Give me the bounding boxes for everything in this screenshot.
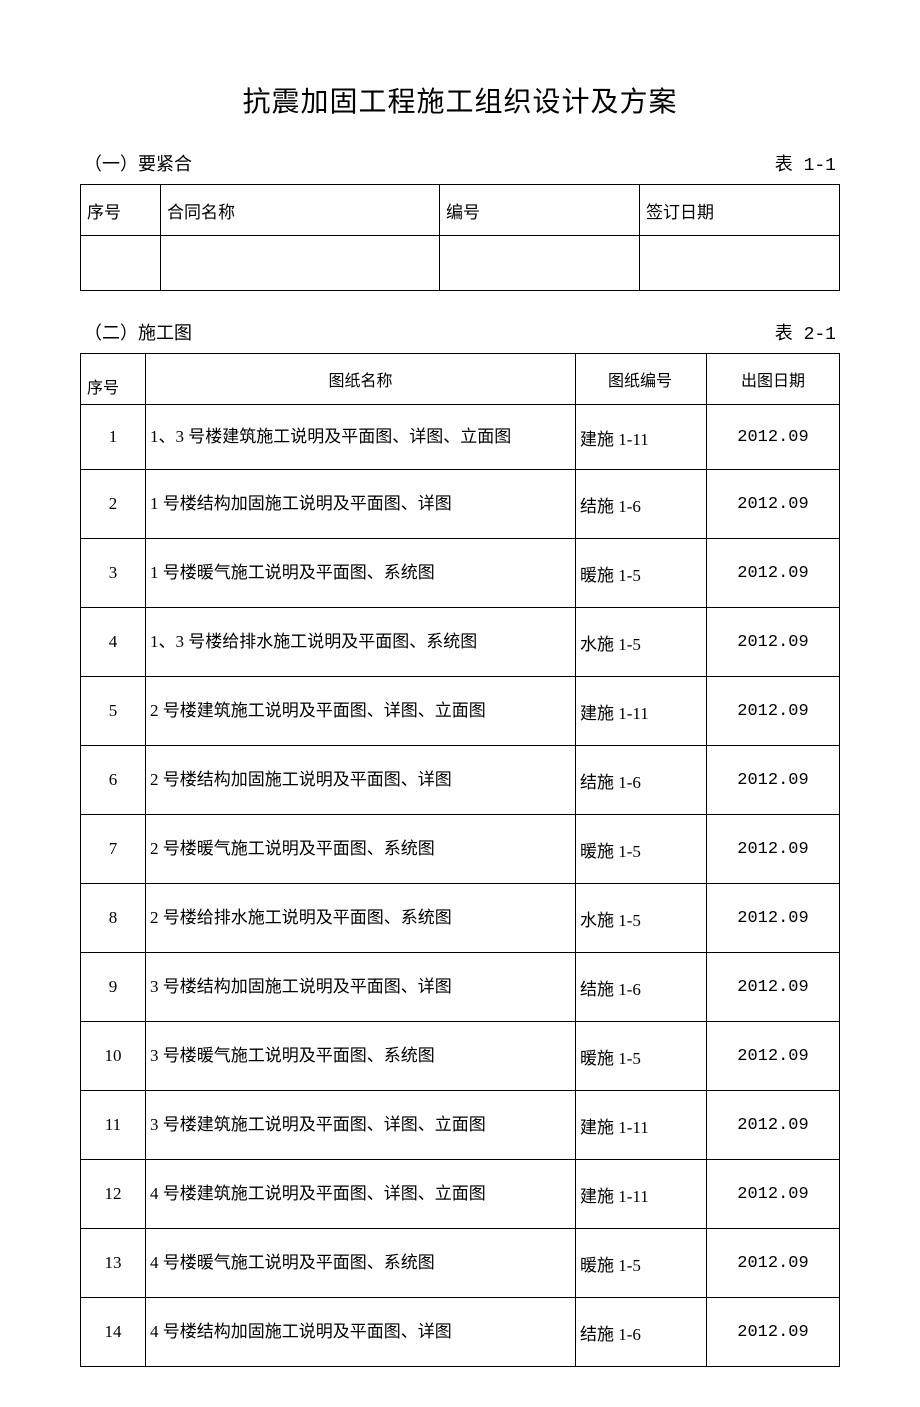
page-title: 抗震加固工程施工组织设计及方案 — [80, 80, 840, 120]
cell-code: 水施 1-5 — [576, 884, 707, 953]
col-name-header: 合同名称 — [161, 185, 440, 236]
table-row: 21 号楼结构加固施工说明及平面图、详图结施 1-62012.09 — [81, 470, 840, 539]
cell-date: 2012.09 — [707, 1091, 840, 1160]
cell-seq: 14 — [81, 1298, 146, 1367]
cell-name: 2 号楼建筑施工说明及平面图、详图、立面图 — [146, 677, 576, 746]
cell-code: 水施 1-5 — [576, 608, 707, 677]
cell-name: 4 号楼结构加固施工说明及平面图、详图 — [146, 1298, 576, 1367]
cell-date: 2012.09 — [707, 815, 840, 884]
cell-seq: 10 — [81, 1022, 146, 1091]
table-header-row: 序号 图纸名称 图纸编号 出图日期 — [81, 354, 840, 405]
cell-date: 2012.09 — [707, 1160, 840, 1229]
cell-date: 2012.09 — [707, 470, 840, 539]
cell-date: 2012.09 — [707, 539, 840, 608]
cell-code: 暖施 1-5 — [576, 1229, 707, 1298]
cell-code: 建施 1-11 — [576, 1160, 707, 1229]
col-code-header: 图纸编号 — [576, 354, 707, 405]
section1-heading: （一）要紧合 — [84, 150, 192, 176]
cell-date: 2012.09 — [707, 746, 840, 815]
cell-name: 3 号楼结构加固施工说明及平面图、详图 — [146, 953, 576, 1022]
cell-name — [161, 236, 440, 291]
cell-date: 2012.09 — [707, 1022, 840, 1091]
cell-date: 2012.09 — [707, 677, 840, 746]
cell-code: 建施 1-11 — [576, 677, 707, 746]
cell-code: 结施 1-6 — [576, 953, 707, 1022]
table-row: 134 号楼暖气施工说明及平面图、系统图暖施 1-52012.09 — [81, 1229, 840, 1298]
col-name-header: 图纸名称 — [146, 354, 576, 405]
cell-date: 2012.09 — [707, 953, 840, 1022]
cell-code: 暖施 1-5 — [576, 815, 707, 884]
col-date-header: 出图日期 — [707, 354, 840, 405]
cell-name: 1 号楼结构加固施工说明及平面图、详图 — [146, 470, 576, 539]
cell-seq: 13 — [81, 1229, 146, 1298]
cell-seq: 12 — [81, 1160, 146, 1229]
table-row: 124 号楼建筑施工说明及平面图、详图、立面图建施 1-112012.09 — [81, 1160, 840, 1229]
table-row — [81, 236, 840, 291]
document-page: 抗震加固工程施工组织设计及方案 （一）要紧合 表 1-1 序号 合同名称 编号 … — [0, 0, 920, 1407]
cell-seq: 7 — [81, 815, 146, 884]
cell-name: 3 号楼暖气施工说明及平面图、系统图 — [146, 1022, 576, 1091]
cell-name: 4 号楼暖气施工说明及平面图、系统图 — [146, 1229, 576, 1298]
cell-name: 4 号楼建筑施工说明及平面图、详图、立面图 — [146, 1160, 576, 1229]
table-row: 144 号楼结构加固施工说明及平面图、详图结施 1-62012.09 — [81, 1298, 840, 1367]
col-code-header: 编号 — [440, 185, 640, 236]
cell-seq: 4 — [81, 608, 146, 677]
cell-seq: 5 — [81, 677, 146, 746]
cell-date: 2012.09 — [707, 1229, 840, 1298]
cell-code — [440, 236, 640, 291]
cell-seq: 3 — [81, 539, 146, 608]
cell-code: 暖施 1-5 — [576, 539, 707, 608]
col-date-header: 签订日期 — [640, 185, 840, 236]
cell-code: 建施 1-11 — [576, 405, 707, 470]
cell-name: 1、3 号楼给排水施工说明及平面图、系统图 — [146, 608, 576, 677]
cell-date: 2012.09 — [707, 1298, 840, 1367]
cell-name: 2 号楼给排水施工说明及平面图、系统图 — [146, 884, 576, 953]
col-seq-header: 序号 — [81, 185, 161, 236]
section1-table-label: 表 1-1 — [775, 150, 836, 176]
cell-seq: 8 — [81, 884, 146, 953]
table-row: 113 号楼建筑施工说明及平面图、详图、立面图建施 1-112012.09 — [81, 1091, 840, 1160]
cell-name: 1 号楼暖气施工说明及平面图、系统图 — [146, 539, 576, 608]
table-row: 72 号楼暖气施工说明及平面图、系统图暖施 1-52012.09 — [81, 815, 840, 884]
table-row: 93 号楼结构加固施工说明及平面图、详图结施 1-62012.09 — [81, 953, 840, 1022]
cell-code: 结施 1-6 — [576, 470, 707, 539]
cell-date: 2012.09 — [707, 608, 840, 677]
cell-code: 结施 1-6 — [576, 1298, 707, 1367]
table-row: 82 号楼给排水施工说明及平面图、系统图水施 1-52012.09 — [81, 884, 840, 953]
cell-name: 2 号楼暖气施工说明及平面图、系统图 — [146, 815, 576, 884]
cell-code: 暖施 1-5 — [576, 1022, 707, 1091]
table-contracts: 序号 合同名称 编号 签订日期 — [80, 184, 840, 291]
table-row: 31 号楼暖气施工说明及平面图、系统图暖施 1-52012.09 — [81, 539, 840, 608]
cell-seq — [81, 236, 161, 291]
section2-heading: （二）施工图 — [84, 319, 192, 345]
cell-seq: 2 — [81, 470, 146, 539]
cell-date: 2012.09 — [707, 405, 840, 470]
cell-seq: 6 — [81, 746, 146, 815]
section2-table-label: 表 2-1 — [775, 319, 836, 345]
section2-heading-row: （二）施工图 表 2-1 — [80, 319, 840, 345]
cell-seq: 9 — [81, 953, 146, 1022]
cell-name: 1、3 号楼建筑施工说明及平面图、详图、立面图 — [146, 405, 576, 470]
cell-name: 3 号楼建筑施工说明及平面图、详图、立面图 — [146, 1091, 576, 1160]
table-row: 52 号楼建筑施工说明及平面图、详图、立面图建施 1-112012.09 — [81, 677, 840, 746]
cell-code: 建施 1-11 — [576, 1091, 707, 1160]
section1-heading-row: （一）要紧合 表 1-1 — [80, 150, 840, 176]
cell-date — [640, 236, 840, 291]
table-row: 103 号楼暖气施工说明及平面图、系统图暖施 1-52012.09 — [81, 1022, 840, 1091]
cell-date: 2012.09 — [707, 884, 840, 953]
table-header-row: 序号 合同名称 编号 签订日期 — [81, 185, 840, 236]
cell-name: 2 号楼结构加固施工说明及平面图、详图 — [146, 746, 576, 815]
table-row: 11、3 号楼建筑施工说明及平面图、详图、立面图建施 1-112012.09 — [81, 405, 840, 470]
cell-seq: 1 — [81, 405, 146, 470]
col-seq-header: 序号 — [81, 354, 146, 405]
cell-code: 结施 1-6 — [576, 746, 707, 815]
cell-seq: 11 — [81, 1091, 146, 1160]
table-row: 62 号楼结构加固施工说明及平面图、详图结施 1-62012.09 — [81, 746, 840, 815]
table-row: 41、3 号楼给排水施工说明及平面图、系统图水施 1-52012.09 — [81, 608, 840, 677]
table-drawings: 序号 图纸名称 图纸编号 出图日期 11、3 号楼建筑施工说明及平面图、详图、立… — [80, 353, 840, 1367]
